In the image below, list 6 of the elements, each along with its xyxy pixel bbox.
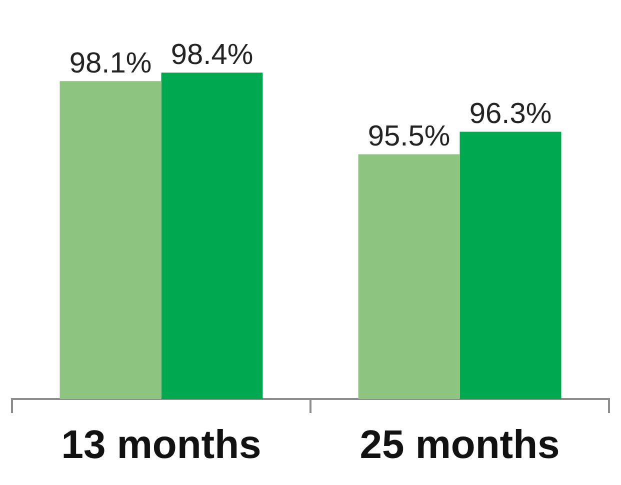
data-label: 96.3% xyxy=(469,98,552,130)
data-label: 95.5% xyxy=(368,120,450,153)
x-tick-label: 25 months xyxy=(360,423,560,468)
x-tick-label: 13 months xyxy=(61,423,262,468)
data-label: 98.1% xyxy=(69,48,152,80)
data-label: 98.4% xyxy=(170,39,254,72)
